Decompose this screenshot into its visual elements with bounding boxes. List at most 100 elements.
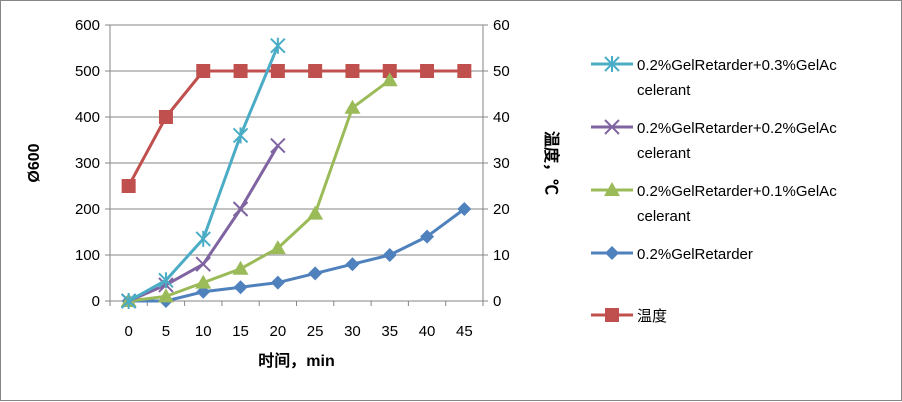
data-point-triangle	[344, 99, 361, 114]
square-marker	[308, 64, 323, 78]
x-axis-label: 时间，min	[258, 351, 334, 370]
data-point-star	[195, 230, 211, 247]
x-tick-label: 15	[232, 323, 249, 340]
data-point-triangle	[269, 240, 286, 255]
y-tick-label: 100	[75, 247, 100, 264]
y-tick-label: 200	[75, 201, 100, 218]
legend-label: 0.2%GelRetarder+0.1%GelAc	[637, 183, 837, 200]
series-line	[128, 207, 466, 303]
y2-tick-label: 60	[493, 17, 510, 34]
square-marker	[121, 179, 136, 193]
data-point-square	[270, 64, 285, 78]
data-point-square	[345, 64, 360, 78]
triangle-marker	[269, 240, 286, 255]
legend-item: 0.2%GelRetarder	[591, 246, 753, 263]
x-marker	[604, 119, 620, 135]
series-line	[128, 78, 391, 303]
y2-tick-label: 30	[493, 155, 510, 172]
diamond-marker	[457, 202, 472, 216]
y-axis-label: Ø600	[26, 143, 43, 182]
square-marker	[233, 64, 248, 78]
diamond-marker	[308, 266, 323, 281]
triangle-marker	[157, 288, 174, 303]
square-marker	[382, 64, 397, 78]
legend-item: 0.2%GelRetarder+0.1%GelAc celerant	[591, 182, 837, 225]
data-point-star	[120, 293, 137, 309]
triangle-marker	[232, 260, 249, 275]
data-point-square	[233, 64, 248, 78]
triangle-marker	[307, 205, 324, 220]
data-point-x	[604, 119, 620, 135]
legend-item: 0.2%GelRetarder+0.2%GelAc celerant	[591, 119, 837, 162]
diamond-marker	[382, 248, 397, 262]
diamond-marker	[605, 246, 619, 260]
x-tick-label: 30	[344, 323, 361, 340]
data-point-diamond	[457, 202, 472, 216]
x-marker	[195, 256, 211, 272]
square-marker	[420, 64, 435, 78]
legend-label: celerant	[637, 145, 691, 162]
series-line	[127, 69, 465, 187]
data-point-square	[308, 64, 323, 78]
square-marker	[457, 64, 472, 78]
diamond-marker	[345, 257, 360, 272]
data-point-diamond	[605, 246, 619, 260]
x-tick-label: 45	[456, 323, 473, 340]
x-tick-label: 10	[195, 323, 212, 340]
legend-label: celerant	[637, 208, 691, 225]
triangle-marker	[195, 274, 212, 289]
data-point-diamond	[420, 229, 435, 244]
y2-tick-label: 20	[493, 201, 510, 218]
data-point-diamond	[270, 275, 285, 290]
x-tick-label: 40	[419, 323, 436, 340]
legend-item: 温度	[591, 308, 667, 325]
legend-label: 温度	[637, 308, 667, 325]
data-point-x	[232, 201, 249, 217]
square-marker	[270, 64, 285, 78]
y2-tick-label: 0	[493, 293, 501, 310]
square-marker	[345, 64, 360, 78]
data-point-star	[232, 127, 249, 144]
x-tick-label: 5	[162, 323, 170, 340]
data-point-square	[420, 64, 435, 78]
x-tick-label: 35	[381, 323, 398, 340]
data-point-square	[158, 110, 173, 124]
y2-tick-label: 10	[493, 247, 510, 264]
y2-axis-label: 温度，℃	[542, 130, 561, 195]
data-point-triangle	[157, 288, 174, 303]
y-tick-label: 600	[75, 17, 100, 34]
legend-item: 0.2%GelRetarder+0.3%GelAc celerant	[591, 56, 837, 99]
data-point-star	[158, 272, 174, 289]
data-point-square	[605, 308, 619, 322]
data-point-square	[196, 64, 211, 78]
x-marker	[270, 137, 286, 154]
y2-tick-label: 40	[493, 109, 510, 126]
legend-label: 0.2%GelRetarder+0.3%GelAc	[637, 57, 837, 74]
y-tick-label: 400	[75, 109, 100, 126]
data-point-triangle	[381, 72, 398, 87]
data-point-square	[457, 64, 472, 78]
diamond-marker	[270, 275, 285, 290]
diamond-marker	[233, 280, 248, 295]
data-point-square	[121, 179, 136, 193]
x-marker	[232, 201, 249, 217]
data-point-diamond	[233, 280, 248, 295]
data-point-star	[270, 37, 286, 54]
data-point-triangle	[232, 260, 249, 275]
y2-tick-label: 50	[493, 63, 510, 80]
data-point-diamond	[382, 248, 397, 262]
diamond-marker	[420, 229, 435, 244]
data-point-diamond	[345, 257, 360, 272]
data-point-triangle	[195, 274, 212, 289]
square-marker	[196, 64, 211, 78]
triangle-marker	[344, 99, 361, 114]
y-tick-label: 0	[92, 293, 100, 310]
y-tick-label: 300	[75, 155, 100, 172]
y-tick-label: 500	[75, 63, 100, 80]
data-point-diamond	[308, 266, 323, 281]
legend-label: 0.2%GelRetarder+0.2%GelAc	[637, 120, 837, 137]
triangle-marker	[604, 182, 620, 196]
star-marker	[195, 230, 211, 247]
star-marker	[232, 127, 249, 144]
